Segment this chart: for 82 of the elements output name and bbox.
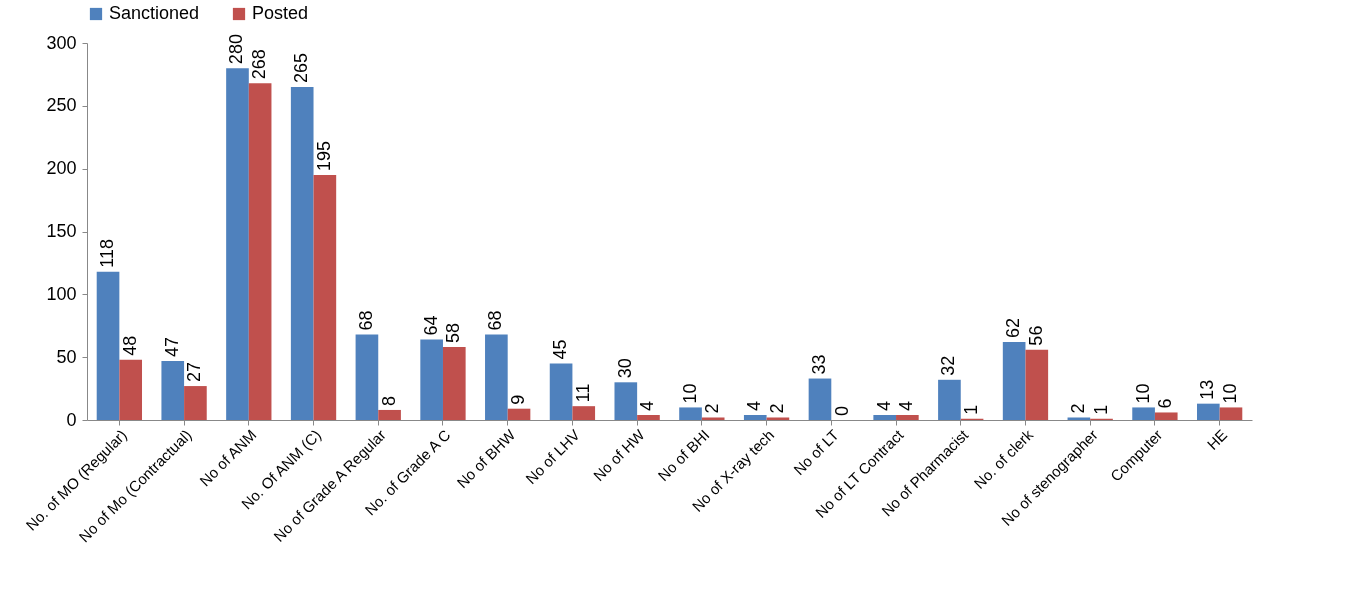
data-label: 32: [938, 355, 959, 376]
bar: [119, 359, 143, 420]
data-label: 1: [1090, 404, 1111, 415]
bar: [226, 68, 249, 420]
data-label: 11: [572, 383, 593, 403]
y-tick-label: 50: [56, 346, 77, 367]
bar: [896, 414, 919, 420]
bar: [572, 406, 596, 420]
y-tick-label: 0: [66, 409, 77, 430]
legend-label: Sanctioned: [109, 3, 200, 23]
bar: [1002, 342, 1026, 420]
legend-label: Posted: [252, 3, 309, 23]
bar: [96, 271, 120, 420]
data-label: 68: [485, 310, 506, 331]
data-label: 8: [378, 395, 399, 406]
bar: [290, 86, 314, 420]
data-label: 2: [1067, 403, 1088, 414]
bar: [485, 334, 508, 420]
bar: [766, 417, 790, 420]
bar: [442, 347, 466, 420]
bar: [808, 378, 832, 420]
y-tick-label: 100: [46, 283, 77, 304]
y-tick-label: 250: [46, 95, 77, 116]
bar: [378, 409, 401, 420]
data-label: 45: [550, 339, 571, 360]
bar: [1067, 417, 1091, 420]
bar: [507, 408, 531, 420]
bar: [1196, 403, 1220, 420]
bar: [248, 83, 272, 420]
data-label: 33: [808, 354, 829, 375]
data-label: 195: [313, 140, 334, 171]
data-label: 30: [614, 358, 635, 379]
data-label: 27: [184, 362, 205, 383]
bar: [743, 414, 767, 420]
data-label: 2: [766, 403, 787, 414]
bar: [313, 174, 337, 420]
bar: [614, 382, 638, 420]
data-label: 4: [637, 400, 658, 411]
bar: [549, 363, 573, 420]
data-label: 56: [1025, 325, 1046, 346]
bar: [1132, 407, 1155, 420]
y-tick-label: 150: [46, 221, 77, 241]
data-label: 47: [161, 336, 182, 357]
bar: [355, 334, 379, 420]
data-label: 68: [355, 310, 376, 331]
x-tick-label: HE: [1203, 426, 1231, 453]
data-label: 0: [831, 405, 852, 416]
bar: [637, 414, 660, 420]
data-label: 62: [1003, 318, 1024, 339]
data-label: 265: [291, 52, 312, 83]
data-label: 13: [1197, 379, 1218, 400]
data-label: 64: [420, 315, 441, 336]
data-label: 4: [744, 400, 765, 411]
bar: [184, 386, 207, 420]
data-label: 118: [97, 239, 118, 268]
bar: [420, 339, 443, 420]
bar: [873, 414, 897, 420]
data-label: 1: [961, 404, 982, 415]
data-label: 58: [443, 323, 464, 344]
y-tick-label: 300: [46, 32, 77, 53]
data-label: 6: [1155, 398, 1176, 409]
x-tick-label: No of BHI: [654, 426, 713, 485]
bar: [161, 360, 185, 420]
data-label: 4: [873, 400, 894, 411]
data-label: 10: [679, 383, 700, 404]
data-label: 2: [702, 403, 723, 414]
bar: [701, 417, 725, 420]
bar: [938, 379, 961, 420]
data-label: 9: [508, 394, 529, 405]
data-label: 10: [1132, 383, 1153, 404]
x-tick-label: No of LT: [790, 426, 842, 478]
x-tick-label: No of HW: [589, 425, 649, 485]
bar: [1025, 349, 1049, 420]
bar: [1154, 412, 1178, 420]
data-label: 10: [1219, 383, 1240, 404]
data-label: 4: [896, 400, 917, 411]
bar: [1219, 407, 1243, 420]
bar: [679, 407, 702, 420]
data-label: 280: [226, 34, 247, 65]
data-label: 48: [119, 335, 140, 356]
y-tick-label: 200: [46, 158, 77, 179]
data-label: 268: [249, 49, 270, 80]
